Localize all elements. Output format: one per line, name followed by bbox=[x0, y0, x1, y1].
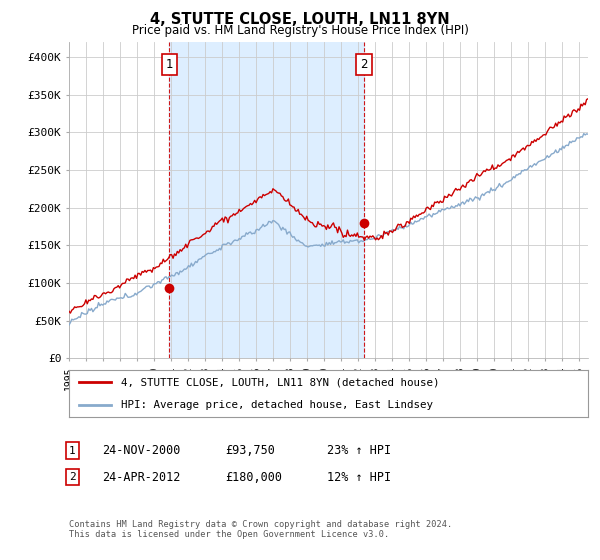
Text: Contains HM Land Registry data © Crown copyright and database right 2024.
This d: Contains HM Land Registry data © Crown c… bbox=[69, 520, 452, 539]
Text: 2: 2 bbox=[69, 472, 76, 482]
Text: £180,000: £180,000 bbox=[225, 470, 282, 484]
Text: 1: 1 bbox=[69, 446, 76, 456]
Text: 12% ↑ HPI: 12% ↑ HPI bbox=[327, 470, 391, 484]
Text: 24-APR-2012: 24-APR-2012 bbox=[102, 470, 181, 484]
Text: 2: 2 bbox=[360, 58, 367, 71]
Text: 1: 1 bbox=[166, 58, 173, 71]
Text: 4, STUTTE CLOSE, LOUTH, LN11 8YN: 4, STUTTE CLOSE, LOUTH, LN11 8YN bbox=[150, 12, 450, 27]
Text: £93,750: £93,750 bbox=[225, 444, 275, 458]
Bar bbox=[169, 42, 364, 358]
Text: 4, STUTTE CLOSE, LOUTH, LN11 8YN (detached house): 4, STUTTE CLOSE, LOUTH, LN11 8YN (detach… bbox=[121, 377, 439, 388]
Text: HPI: Average price, detached house, East Lindsey: HPI: Average price, detached house, East… bbox=[121, 400, 433, 410]
Text: 23% ↑ HPI: 23% ↑ HPI bbox=[327, 444, 391, 458]
Text: Price paid vs. HM Land Registry's House Price Index (HPI): Price paid vs. HM Land Registry's House … bbox=[131, 24, 469, 37]
Text: 24-NOV-2000: 24-NOV-2000 bbox=[102, 444, 181, 458]
